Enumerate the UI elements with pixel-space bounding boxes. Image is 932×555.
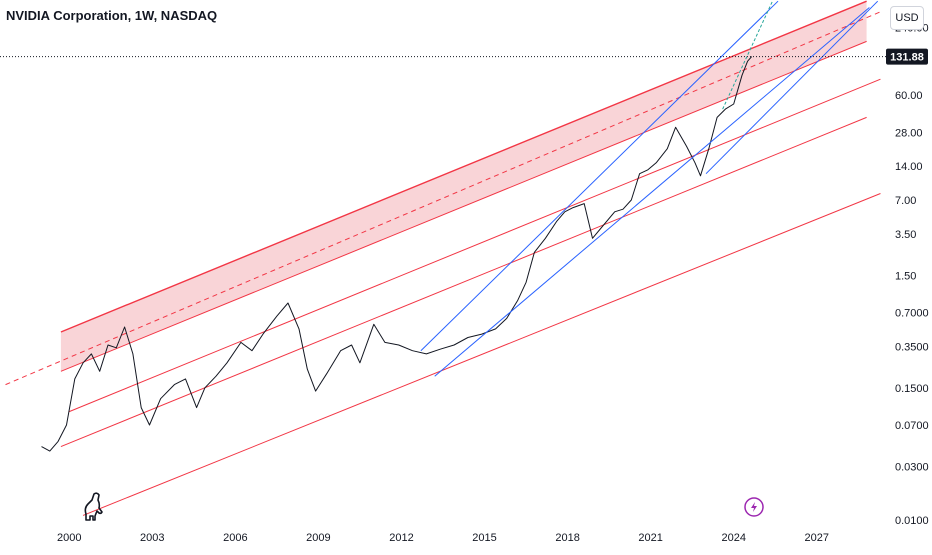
x-tick-label: 2021 [638,532,662,544]
y-tick-label: 0.0100 [895,515,929,527]
x-tick-label: 2003 [140,532,164,544]
y-tick-label: 0.0300 [895,461,929,473]
y-tick-label: 0.7000 [895,308,929,320]
blue-trend-line-2[interactable] [434,7,870,377]
lightning-icon[interactable] [744,497,764,517]
red-channel-line-2[interactable] [60,40,867,372]
x-tick-label: 2006 [223,532,247,544]
y-tick-label: 14.00 [895,161,923,173]
last-price-label: 131.88 [890,52,924,64]
y-tick-label: 0.0700 [895,420,929,432]
x-tick-label: 2018 [555,532,579,544]
price-series-line [41,56,753,452]
last-price-tag: 131.88 [886,48,928,65]
x-tick-label: 2012 [389,532,413,544]
y-tick-label: 60.00 [895,90,923,102]
x-tick-label: 2024 [721,532,745,544]
x-tick-label: 2000 [57,532,81,544]
y-tick-label: 28.00 [895,127,923,139]
red-dashed-line[interactable] [5,11,881,386]
blue-trend-line-3[interactable] [705,0,879,175]
y-tick-label: 0.1500 [895,383,929,395]
y-tick-label: 3.50 [895,229,916,241]
blue-trend-line-1[interactable] [420,0,779,352]
tradingview-dino-icon [84,492,103,521]
x-tick-label: 2015 [472,532,496,544]
red-channel-line-4[interactable] [82,193,881,516]
x-tick-label: 2027 [805,532,829,544]
x-tick-label: 2009 [306,532,330,544]
currency-button[interactable]: USD [890,6,924,30]
red-channel-line-3[interactable] [60,116,867,448]
y-tick-label: 7.00 [895,195,916,207]
y-tick-label: 1.50 [895,270,916,282]
chart-title: NVIDIA Corporation, 1W, NASDAQ [6,8,218,23]
channel-band-fill [60,1,867,372]
y-tick-label: 0.3500 [895,341,929,353]
